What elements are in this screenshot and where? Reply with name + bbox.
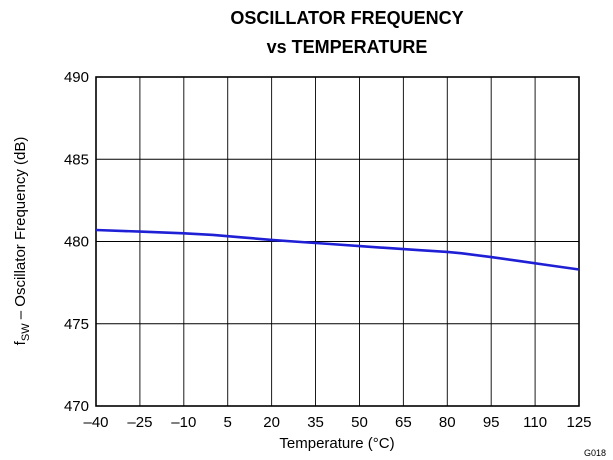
y-tick-label: 480 xyxy=(64,234,89,251)
x-axis-label: Temperature (°C) xyxy=(279,435,394,452)
y-axis-label-symbol: f xyxy=(12,340,29,345)
y-axis-label: fSW – Oscillator Frequency (dB) xyxy=(12,137,32,346)
x-tick-label: 65 xyxy=(395,414,412,431)
x-tick-label: 125 xyxy=(566,414,591,431)
x-tick-label: 110 xyxy=(523,414,547,431)
x-tick-labels: –40 –25 –10 5 20 35 50 65 80 95 110 125 xyxy=(83,414,591,431)
y-tick-label: 490 xyxy=(64,69,89,86)
y-axis-label-text: – Oscillator Frequency (dB) xyxy=(12,137,29,324)
plot-frame xyxy=(95,76,580,407)
y-tick-label: 470 xyxy=(64,398,89,415)
x-tick-label: 50 xyxy=(351,414,368,431)
x-tick-label: 80 xyxy=(439,414,456,431)
series-layer xyxy=(95,228,580,271)
x-tick-label: 35 xyxy=(307,414,324,431)
chart-title-line-1: OSCILLATOR FREQUENCY xyxy=(230,8,463,28)
x-tick-label: –10 xyxy=(171,414,196,431)
chart-title-line-2: vs TEMPERATURE xyxy=(267,37,428,57)
x-tick-label: 5 xyxy=(224,414,232,431)
series-line xyxy=(95,228,580,271)
figure-code: G018 xyxy=(584,448,606,458)
y-axis-label-subscript: SW xyxy=(20,323,32,341)
y-tick-label: 475 xyxy=(64,316,89,333)
y-tick-label: 485 xyxy=(64,151,89,168)
grid xyxy=(96,77,579,406)
x-tick-label: 20 xyxy=(263,414,280,431)
x-tick-label: –25 xyxy=(127,414,152,431)
y-tick-labels: 470 475 480 485 490 xyxy=(64,69,89,415)
x-tick-label: –40 xyxy=(83,414,108,431)
x-tick-label: 95 xyxy=(483,414,500,431)
